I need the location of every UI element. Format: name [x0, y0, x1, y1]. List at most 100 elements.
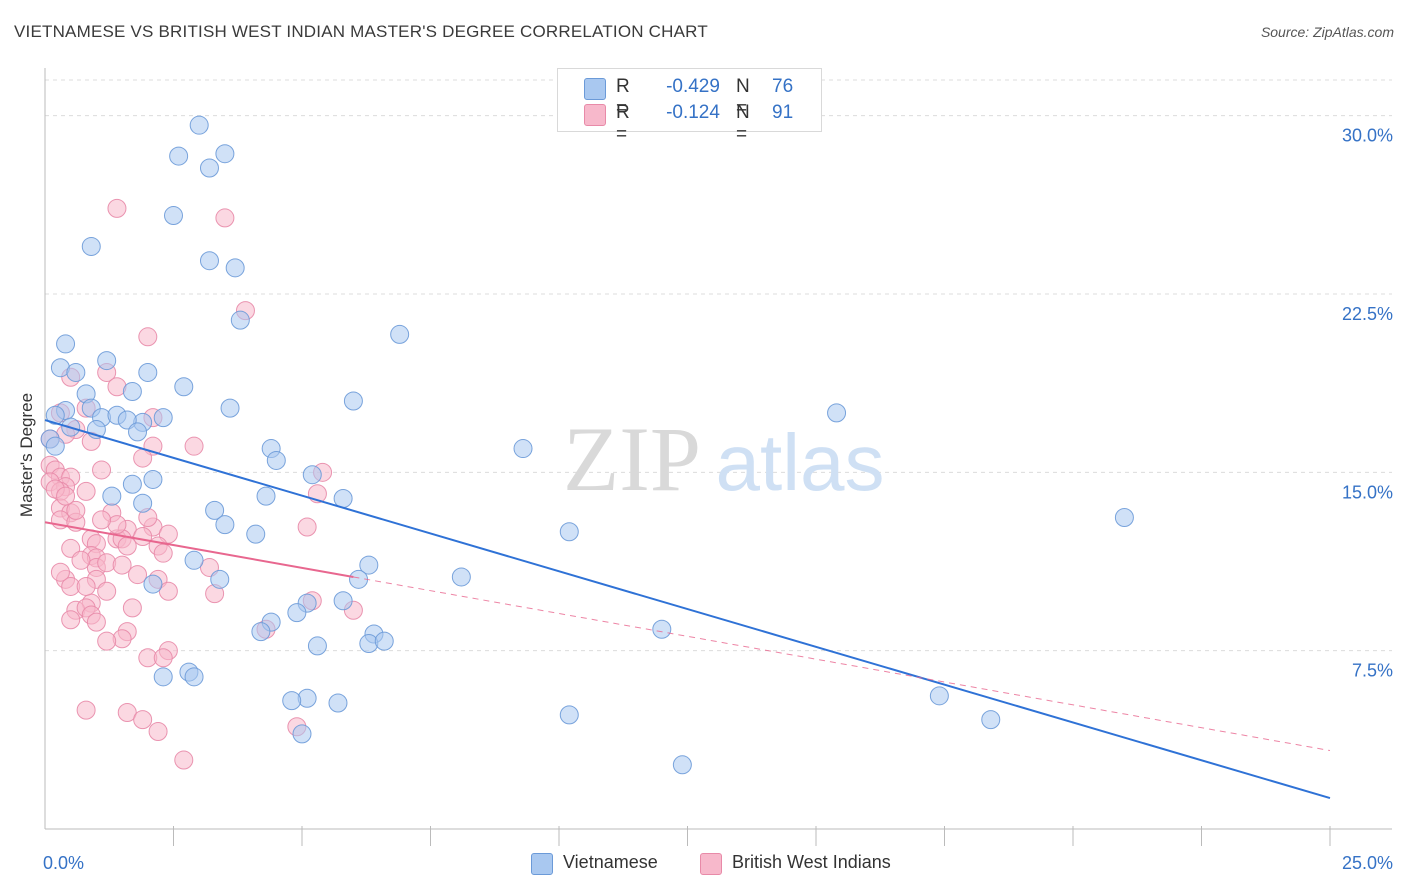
- y-tick-label: 30.0%: [1342, 126, 1393, 146]
- data-point: [929, 686, 949, 706]
- y-tick-label: 7.5%: [1352, 661, 1393, 681]
- data-point: [158, 581, 178, 601]
- data-point: [133, 710, 153, 730]
- data-point: [76, 576, 96, 596]
- series-vietnamese: [40, 115, 1134, 775]
- legend-r-value: -0.429: [666, 76, 720, 97]
- data-point: [220, 398, 240, 418]
- data-point: [45, 436, 65, 456]
- data-point: [390, 324, 410, 344]
- data-point: [50, 562, 70, 582]
- legend-r-label: R =: [616, 76, 630, 119]
- data-point: [133, 527, 153, 547]
- data-point: [153, 648, 173, 668]
- data-point: [164, 206, 183, 226]
- legend-n-label: N =: [736, 102, 750, 145]
- data-point: [76, 700, 96, 720]
- trend-lines: [44, 419, 1331, 800]
- data-point: [133, 493, 153, 513]
- data-point: [102, 486, 122, 506]
- legend-swatch-pink: [584, 104, 606, 126]
- series-british-west-indians: [40, 198, 363, 770]
- data-point: [199, 158, 219, 178]
- data-point: [122, 598, 142, 618]
- trend-line-extension-pink: [353, 576, 1331, 752]
- bottom-legend-swatch-blue: [531, 853, 553, 875]
- data-point: [128, 565, 148, 585]
- data-point: [122, 474, 142, 494]
- bottom-legend-swatch-pink: [700, 853, 722, 875]
- data-point: [128, 422, 148, 442]
- bottom-legend-label: British West Indians: [732, 852, 891, 872]
- data-point: [652, 619, 672, 639]
- data-point: [81, 236, 101, 256]
- data-point: [215, 515, 235, 535]
- data-point: [215, 144, 235, 164]
- data-point: [71, 550, 91, 570]
- data-point: [287, 603, 307, 623]
- axis-labels: 7.5% 15.0% 22.5% 30.0% 0.0% 25.0% Master's Deg…: [17, 126, 1393, 873]
- data-point: [174, 377, 194, 397]
- data-point: [133, 448, 153, 468]
- data-point: [66, 362, 86, 382]
- legend-swatch-blue: [584, 78, 606, 100]
- data-point: [112, 555, 132, 575]
- data-point: [282, 691, 302, 711]
- data-point: [451, 567, 471, 587]
- data-point: [559, 705, 579, 725]
- data-point: [199, 251, 219, 271]
- data-point: [827, 403, 847, 423]
- legend-n-value: 76: [772, 76, 794, 97]
- data-point: [143, 574, 163, 594]
- data-point: [122, 381, 142, 401]
- data-point: [251, 622, 271, 642]
- data-point: [302, 465, 322, 485]
- data-point: [138, 362, 158, 382]
- data-point: [138, 327, 158, 347]
- data-point: [333, 591, 353, 611]
- data-point: [153, 543, 173, 563]
- axes: [44, 68, 1392, 846]
- data-point: [292, 724, 312, 744]
- data-point: [56, 334, 76, 354]
- legend-r-value: -0.124: [666, 102, 720, 123]
- data-point: [148, 722, 168, 742]
- data-point: [174, 750, 194, 770]
- data-point: [225, 258, 245, 278]
- data-point: [359, 555, 379, 575]
- data-point: [1114, 508, 1134, 528]
- y-tick-label: 22.5%: [1342, 304, 1393, 324]
- data-point: [374, 631, 394, 651]
- x-tick-label-min: 0.0%: [43, 853, 84, 873]
- trend-line-blue: [44, 419, 1331, 800]
- data-point: [230, 310, 250, 330]
- data-point: [117, 536, 137, 556]
- data-point: [61, 610, 81, 630]
- data-point: [343, 391, 363, 411]
- watermark: ZIP atlas: [563, 408, 884, 510]
- source-label: Source: ZipAtlas.com: [1260, 24, 1394, 40]
- data-point: [297, 517, 317, 537]
- y-axis-label: Master's Degree: [17, 393, 36, 517]
- correlation-legend: R = -0.429 N = 76 R = -0.124 N = 91: [557, 68, 822, 145]
- data-point: [97, 631, 117, 651]
- data-point: [117, 702, 137, 722]
- data-point: [153, 408, 173, 428]
- data-point: [246, 524, 266, 544]
- data-point: [307, 636, 327, 656]
- data-point: [92, 510, 112, 530]
- data-point: [205, 500, 225, 520]
- data-point: [184, 550, 204, 570]
- data-point: [266, 450, 286, 470]
- watermark-zip: ZIP: [563, 408, 701, 510]
- watermark-atlas: atlas: [716, 418, 885, 507]
- chart-title: VIETNAMESE VS BRITISH WEST INDIAN MASTER…: [14, 22, 708, 41]
- data-point: [215, 208, 235, 228]
- data-point: [143, 469, 163, 489]
- data-point: [189, 115, 209, 135]
- data-point: [169, 146, 189, 166]
- data-point: [256, 486, 276, 506]
- data-point: [45, 405, 65, 425]
- data-point: [153, 667, 173, 687]
